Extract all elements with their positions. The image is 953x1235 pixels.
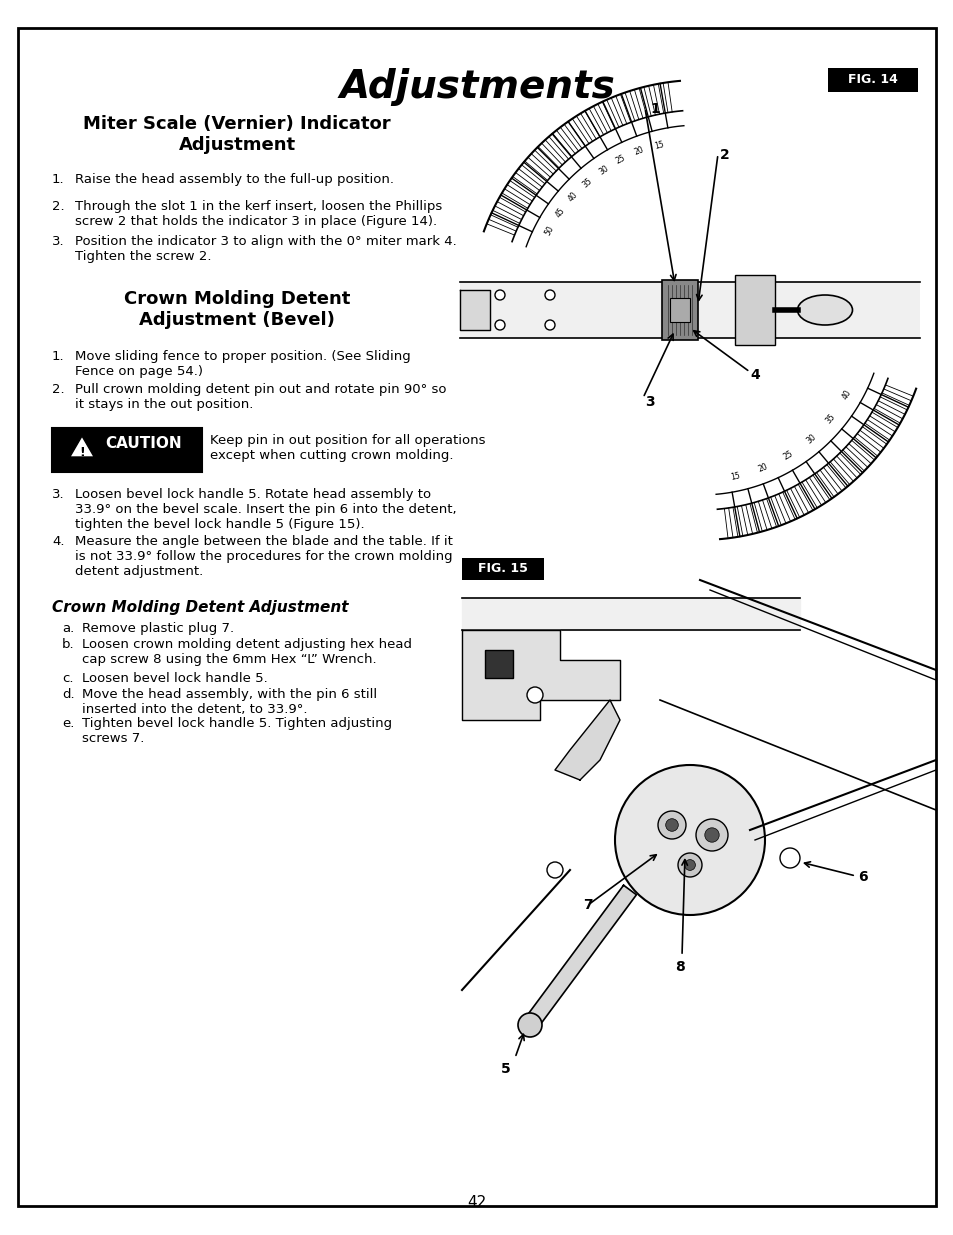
Text: FIG. 14: FIG. 14 <box>847 73 897 86</box>
Text: 3.: 3. <box>52 235 65 248</box>
Text: Move sliding fence to proper position. (See Sliding
Fence on page 54.): Move sliding fence to proper position. (… <box>75 350 411 378</box>
Text: 2: 2 <box>720 148 729 162</box>
Text: 35: 35 <box>580 175 594 189</box>
Text: Remove plastic plug 7.: Remove plastic plug 7. <box>82 622 233 635</box>
Text: b.: b. <box>62 638 74 651</box>
Polygon shape <box>555 700 619 781</box>
Text: 45: 45 <box>554 206 566 220</box>
Text: a.: a. <box>62 622 74 635</box>
Circle shape <box>684 860 695 871</box>
Text: Through the slot 1 in the kerf insert, loosen the Phillips
screw 2 that holds th: Through the slot 1 in the kerf insert, l… <box>75 200 442 228</box>
Bar <box>461 558 543 580</box>
Text: 4: 4 <box>749 368 759 382</box>
Bar <box>827 68 917 91</box>
Text: Miter Scale (Vernier) Indicator
Adjustment: Miter Scale (Vernier) Indicator Adjustme… <box>83 115 391 154</box>
Text: 3.: 3. <box>52 488 65 501</box>
Text: 25: 25 <box>614 153 627 165</box>
Bar <box>459 282 919 338</box>
Bar <box>52 429 202 472</box>
Text: Loosen bevel lock handle 5.: Loosen bevel lock handle 5. <box>82 672 268 685</box>
Circle shape <box>615 764 764 915</box>
Polygon shape <box>70 436 94 457</box>
Text: CAUTION: CAUTION <box>105 436 181 451</box>
Text: Raise the head assembly to the full-up position.: Raise the head assembly to the full-up p… <box>75 173 394 186</box>
Text: 42: 42 <box>467 1195 486 1210</box>
Circle shape <box>780 848 800 868</box>
Bar <box>734 275 774 345</box>
Text: d.: d. <box>62 688 74 701</box>
Text: 2.: 2. <box>52 200 65 212</box>
Text: e.: e. <box>62 718 74 730</box>
Text: 6: 6 <box>857 869 866 884</box>
Text: 20: 20 <box>756 462 768 474</box>
Text: Tighten bevel lock handle 5. Tighten adjusting
screws 7.: Tighten bevel lock handle 5. Tighten adj… <box>82 718 392 745</box>
Bar <box>669 298 689 322</box>
Ellipse shape <box>797 295 852 325</box>
Text: Crown Molding Detent
Adjustment (Bevel): Crown Molding Detent Adjustment (Bevel) <box>124 290 350 329</box>
Text: 25: 25 <box>781 450 794 462</box>
Polygon shape <box>459 290 490 330</box>
Text: 40: 40 <box>840 389 853 401</box>
Text: Measure the angle between the blade and the table. If it
is not 33.9° follow the: Measure the angle between the blade and … <box>75 535 453 578</box>
Circle shape <box>678 853 701 877</box>
Text: 8: 8 <box>675 960 684 974</box>
Text: 40: 40 <box>566 190 579 204</box>
Text: 30: 30 <box>597 163 610 177</box>
Text: Pull crown molding detent pin out and rotate pin 90° so
it stays in the out posi: Pull crown molding detent pin out and ro… <box>75 383 446 411</box>
Polygon shape <box>461 598 800 630</box>
Text: Adjustments: Adjustments <box>338 68 615 106</box>
Circle shape <box>526 687 542 703</box>
Text: Loosen bevel lock handle 5. Rotate head assembly to
33.9° on the bevel scale. In: Loosen bevel lock handle 5. Rotate head … <box>75 488 456 531</box>
Text: 7: 7 <box>582 898 592 911</box>
Circle shape <box>665 819 678 831</box>
Circle shape <box>495 320 504 330</box>
Text: 35: 35 <box>823 411 837 425</box>
Text: Crown Molding Detent Adjustment: Crown Molding Detent Adjustment <box>52 600 348 615</box>
Circle shape <box>495 290 504 300</box>
Text: Position the indicator 3 to align with the 0° miter mark 4.
Tighten the screw 2.: Position the indicator 3 to align with t… <box>75 235 456 263</box>
Text: 15: 15 <box>653 140 664 151</box>
Text: !: ! <box>79 446 85 458</box>
Text: 1.: 1. <box>52 173 65 186</box>
Text: Loosen crown molding detent adjusting hex head
cap screw 8 using the 6mm Hex “L”: Loosen crown molding detent adjusting he… <box>82 638 412 666</box>
Circle shape <box>544 290 555 300</box>
Circle shape <box>546 862 562 878</box>
Text: 20: 20 <box>633 146 645 157</box>
Polygon shape <box>523 885 636 1030</box>
Circle shape <box>658 811 685 839</box>
Text: 30: 30 <box>803 432 817 446</box>
Text: 4.: 4. <box>52 535 65 548</box>
Text: Keep pin in out position for all operations
except when cutting crown molding.: Keep pin in out position for all operati… <box>210 433 485 462</box>
Circle shape <box>517 1013 541 1037</box>
Text: FIG. 15: FIG. 15 <box>477 562 527 576</box>
Text: 3: 3 <box>644 395 654 409</box>
Text: 2.: 2. <box>52 383 65 396</box>
Text: c.: c. <box>62 672 73 685</box>
Circle shape <box>704 827 719 842</box>
Text: Move the head assembly, with the pin 6 still
inserted into the detent, to 33.9°.: Move the head assembly, with the pin 6 s… <box>82 688 376 716</box>
Circle shape <box>544 320 555 330</box>
Circle shape <box>696 819 727 851</box>
Text: 1.: 1. <box>52 350 65 363</box>
Text: 50: 50 <box>543 224 556 237</box>
Text: 15: 15 <box>729 471 740 482</box>
Text: 5: 5 <box>500 1062 511 1076</box>
Bar <box>661 280 698 340</box>
Text: 1: 1 <box>649 103 659 116</box>
Bar <box>484 650 513 678</box>
Polygon shape <box>461 630 619 720</box>
